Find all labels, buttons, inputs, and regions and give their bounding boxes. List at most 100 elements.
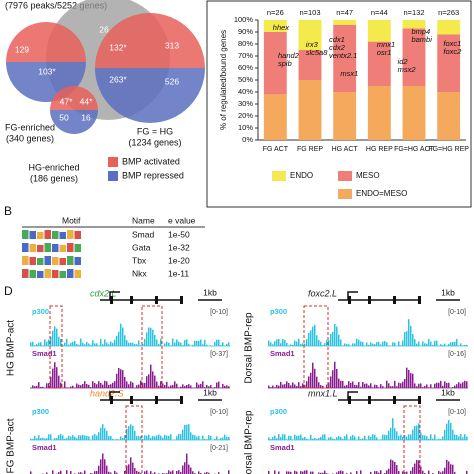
signal-bar: [280, 437, 282, 440]
signal-bar: [30, 471, 32, 474]
signal-bar: [106, 430, 108, 440]
signal-bar: [190, 467, 192, 474]
exon: [393, 396, 396, 404]
signal-bar: [418, 460, 420, 474]
signal-bar: [106, 342, 108, 346]
signal-bar: [196, 436, 198, 440]
gene-name: mnx1.L: [308, 388, 338, 398]
venn-half: [95, 13, 205, 68]
signal-bar: [188, 464, 190, 474]
signal-bar: [74, 340, 76, 346]
motif-letter: [52, 257, 59, 265]
signal-bar: [94, 471, 96, 474]
signal-bar: [144, 435, 146, 440]
signal-bar: [450, 342, 452, 346]
signal-bar: [64, 342, 66, 346]
signal-bar: [414, 463, 416, 474]
signal-bar: [198, 435, 200, 440]
venn-set-size: (186 genes): [30, 173, 78, 183]
track-range: [0-21]: [210, 445, 228, 452]
signal-bar: [64, 438, 66, 440]
signal-bar: [290, 385, 292, 388]
signal-bar: [118, 367, 120, 388]
signal-bar: [410, 373, 412, 388]
signal-bar: [280, 343, 282, 346]
bar-segment: [367, 41, 391, 86]
signal-bar: [174, 381, 176, 388]
signal-bar: [138, 340, 140, 346]
motif-letter: [29, 231, 36, 239]
signal-bar: [390, 459, 392, 474]
signal-bar: [366, 383, 368, 388]
signal-bar: [426, 343, 428, 346]
signal-bar: [390, 427, 392, 440]
signal-bar: [74, 436, 76, 440]
signal-bar: [344, 343, 346, 346]
signal-bar: [414, 339, 416, 346]
motif-letter: [67, 243, 74, 252]
signal-bar: [342, 381, 344, 388]
signal-bar: [384, 434, 386, 440]
signal-bar: [272, 385, 274, 388]
signal-bar: [172, 470, 174, 474]
signal-bar: [298, 338, 300, 346]
signal-bar: [390, 386, 392, 388]
bar-segment: [263, 20, 287, 32]
motif-letter: [74, 231, 81, 239]
signal-bar: [276, 438, 278, 440]
signal-bar: [316, 376, 318, 388]
motif-letter: [22, 256, 29, 265]
signal-bar: [464, 434, 466, 440]
signal-bar: [462, 345, 464, 346]
x-tick-label: FG=HG REP: [428, 146, 469, 153]
exon: [180, 296, 183, 304]
motif-letter: [59, 258, 66, 265]
signal-bar: [394, 380, 396, 388]
signal-bar: [424, 435, 426, 440]
highlight-box: [403, 405, 421, 474]
signal-bar: [112, 382, 114, 388]
signal-bar: [104, 380, 106, 388]
signal-bar: [226, 436, 228, 440]
table-cell: 1e-20: [168, 255, 190, 265]
table-cell: 1e-32: [168, 242, 190, 252]
signal-bar: [300, 386, 302, 388]
signal-bar: [170, 434, 172, 440]
signal-bar: [346, 344, 348, 346]
bar-segment: [437, 92, 461, 140]
signal-bar: [58, 336, 60, 346]
signal-bar: [174, 342, 176, 346]
signal-bar: [202, 344, 204, 346]
x-tick-label: HG REP: [366, 146, 393, 153]
signal-bar: [434, 383, 436, 388]
signal-bar: [70, 471, 72, 474]
motif-letter: [52, 270, 59, 278]
signal-bar: [214, 341, 216, 346]
signal-bar: [422, 435, 424, 440]
signal-bar: [54, 362, 56, 388]
signal-bar: [418, 423, 420, 440]
signal-bar: [60, 470, 62, 474]
signal-bar: [326, 339, 328, 346]
signal-bar: [438, 471, 440, 474]
signal-bar: [62, 345, 64, 346]
signal-bar: [456, 434, 458, 440]
table-header: Motif: [62, 215, 81, 225]
signal-bar: [134, 468, 136, 474]
bar-segment: [402, 86, 426, 140]
motif-letter: [37, 271, 44, 278]
signal-bar: [156, 339, 158, 346]
signal-bar: [126, 465, 128, 474]
signal-bar: [158, 434, 160, 440]
signal-bar: [312, 471, 314, 474]
signal-bar: [140, 436, 142, 440]
signal-bar: [270, 438, 272, 440]
signal-bar: [84, 344, 86, 346]
signal-bar: [136, 344, 138, 346]
signal-bar: [394, 461, 396, 474]
signal-bar: [328, 340, 330, 346]
track-range: [0-10]: [210, 409, 228, 416]
signal-bar: [440, 439, 442, 440]
signal-bar: [362, 438, 364, 440]
signal-bar: [32, 438, 34, 440]
